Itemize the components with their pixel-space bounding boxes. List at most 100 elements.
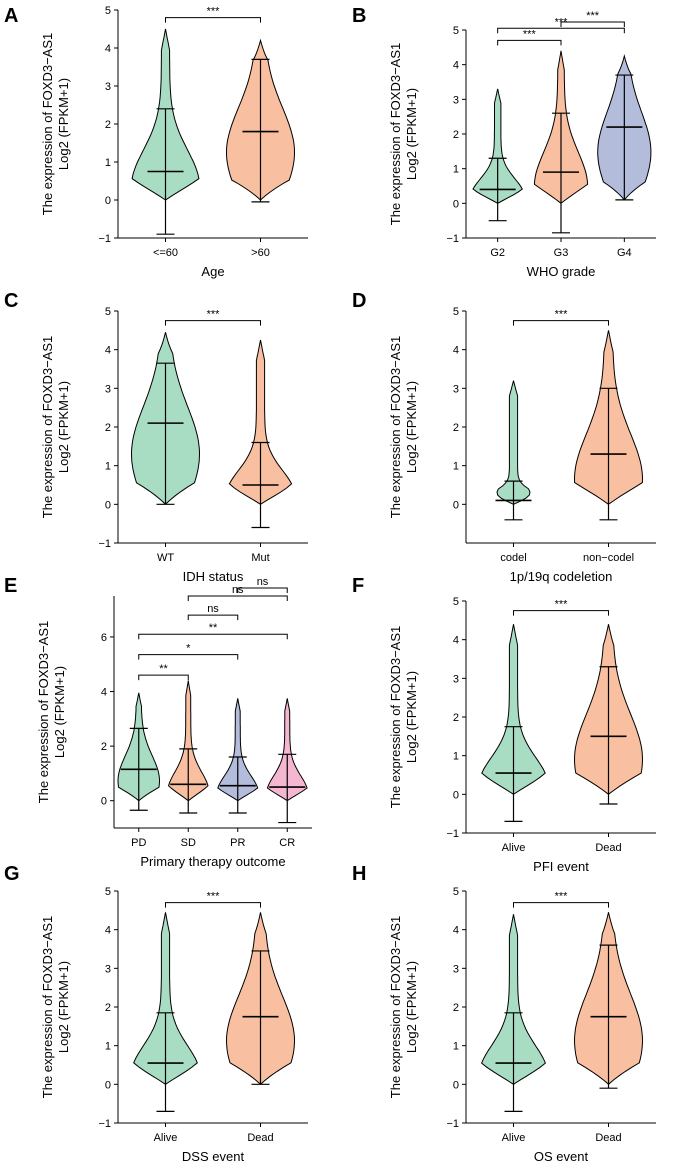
x-axis-label: OS event	[534, 1149, 589, 1164]
significance-label: **	[159, 663, 168, 675]
violin-codel	[495, 380, 532, 521]
y-tick-label: 3	[453, 383, 459, 395]
violin-G4	[597, 54, 652, 201]
panel-f: F −1 0 1 2 3 4 5 The expression of FOXD3−AS1 Log2…	[352, 575, 656, 874]
y-axis-label-log: Log2 (FPKM+1)	[52, 666, 67, 758]
bracket-line	[165, 17, 261, 23]
violin-Dead	[225, 912, 296, 1085]
significance-bracket: ***	[165, 891, 261, 908]
panel-b: B −1 0 1 2 3 4 5 The expression of FOXD3−AS1 Log2…	[352, 5, 656, 279]
significance-label: ***	[555, 599, 569, 611]
y-tick-label: 5	[105, 886, 111, 898]
y-axis-label: The expression of FOXD3−AS1	[40, 33, 55, 215]
y-tick-label: 3	[453, 94, 459, 106]
y-tick-label: 6	[101, 632, 107, 644]
x-tick-label: codel	[500, 552, 526, 564]
y-axis-label-log: Log2 (FPKM+1)	[404, 671, 419, 763]
significance-label: ***	[555, 891, 569, 903]
bracket-line	[187, 595, 288, 601]
panel-c: C −1 0 1 2 3 4 5 The expression of FOXD3−AS1 Log2…	[4, 290, 308, 584]
bracket-line	[237, 587, 288, 593]
y-tick-label: 4	[453, 635, 459, 647]
panel-letter: F	[352, 575, 364, 597]
y-tick-label: 3	[105, 963, 111, 975]
violin->60	[225, 38, 296, 203]
bracket-line	[187, 614, 239, 621]
x-tick-label: G3	[554, 247, 569, 259]
y-tick-label: −1	[446, 828, 459, 840]
significance-bracket: ***	[513, 309, 609, 326]
y-tick-label: 4	[101, 687, 107, 699]
x-tick-label: Dead	[595, 1132, 621, 1144]
y-tick-label: 0	[105, 195, 111, 207]
y-tick-label: 0	[453, 499, 459, 511]
panel-letter: B	[352, 5, 366, 27]
bracket-line	[497, 39, 562, 46]
significance-label: *	[186, 643, 191, 655]
y-axis-label-log: Log2 (FPKM+1)	[404, 88, 419, 180]
violin-Mut	[228, 339, 293, 529]
violin-G2	[472, 88, 523, 222]
violin-WT	[130, 332, 201, 505]
y-axis-label: The expression of FOXD3−AS1	[388, 626, 403, 808]
violin-SD	[167, 680, 209, 814]
x-tick-label: non−codel	[583, 552, 634, 564]
bracket-line	[560, 21, 625, 27]
y-tick-label: 0	[105, 1079, 111, 1091]
y-tick-label: 2	[453, 712, 459, 724]
violin-body	[266, 698, 308, 802]
violin-non−codel	[573, 330, 644, 521]
y-tick-label: 3	[105, 81, 111, 93]
significance-label: ***	[555, 309, 569, 321]
y-tick-label: 0	[453, 789, 459, 801]
y-tick-label: −1	[446, 1118, 459, 1130]
y-axis-label-log: Log2 (FPKM+1)	[404, 961, 419, 1053]
bracket-line	[138, 674, 189, 681]
y-tick-label: 1	[453, 1041, 459, 1053]
panel-letter: G	[4, 863, 20, 885]
panel-h: H −1 0 1 2 3 4 5 The expression of FOXD3−AS1 Log2…	[352, 863, 656, 1164]
x-axis-label: IDH status	[183, 569, 244, 584]
x-tick-label: Dead	[247, 1132, 273, 1144]
significance-bracket: ***	[560, 10, 625, 27]
panel-a: A −1 0 1 2 3 4 5 The expression of FOXD3−AS1 Log2…	[4, 5, 308, 279]
y-tick-label: 1	[453, 164, 459, 176]
y-axis-label: The expression of FOXD3−AS1	[388, 336, 403, 518]
y-tick-label: −1	[98, 233, 111, 245]
y-tick-label: 5	[453, 886, 459, 898]
y-axis-label: The expression of FOXD3−AS1	[36, 621, 51, 803]
y-tick-label: −1	[98, 1118, 111, 1130]
y-axis-label-log: Log2 (FPKM+1)	[404, 381, 419, 473]
bracket-line	[138, 654, 239, 660]
significance-label: ***	[207, 891, 221, 903]
y-tick-label: −1	[98, 538, 111, 550]
y-tick-label: 2	[105, 1002, 111, 1014]
violin-body	[167, 680, 209, 802]
y-tick-label: 1	[105, 1041, 111, 1053]
y-tick-label: 4	[453, 925, 459, 937]
y-tick-label: 1	[105, 461, 111, 473]
violin-PR	[217, 698, 259, 814]
violin-body	[496, 380, 531, 505]
violin-body	[481, 624, 546, 795]
y-tick-label: 5	[453, 306, 459, 318]
y-tick-label: 2	[453, 1002, 459, 1014]
bracket-line	[138, 633, 288, 640]
y-tick-label: 3	[453, 963, 459, 975]
y-tick-label: 2	[453, 422, 459, 434]
x-tick-label: >60	[251, 247, 270, 259]
x-tick-label: Alive	[154, 1132, 178, 1144]
x-tick-label: WT	[157, 552, 174, 564]
significance-label: ***	[523, 28, 537, 40]
x-tick-label: G2	[490, 247, 505, 259]
bracket-line	[497, 27, 625, 34]
y-axis-label: The expression of FOXD3−AS1	[40, 336, 55, 518]
x-tick-label: Mut	[251, 552, 269, 564]
violin-body	[228, 339, 293, 505]
y-tick-label: 0	[105, 499, 111, 511]
panel-g: G −1 0 1 2 3 4 5 The expression of FOXD3−AS1 Log2…	[4, 863, 308, 1164]
y-axis-label-log: Log2 (FPKM+1)	[56, 78, 71, 170]
significance-label: ***	[207, 309, 221, 321]
y-tick-label: 4	[105, 925, 111, 937]
significance-label: ***	[586, 10, 600, 22]
